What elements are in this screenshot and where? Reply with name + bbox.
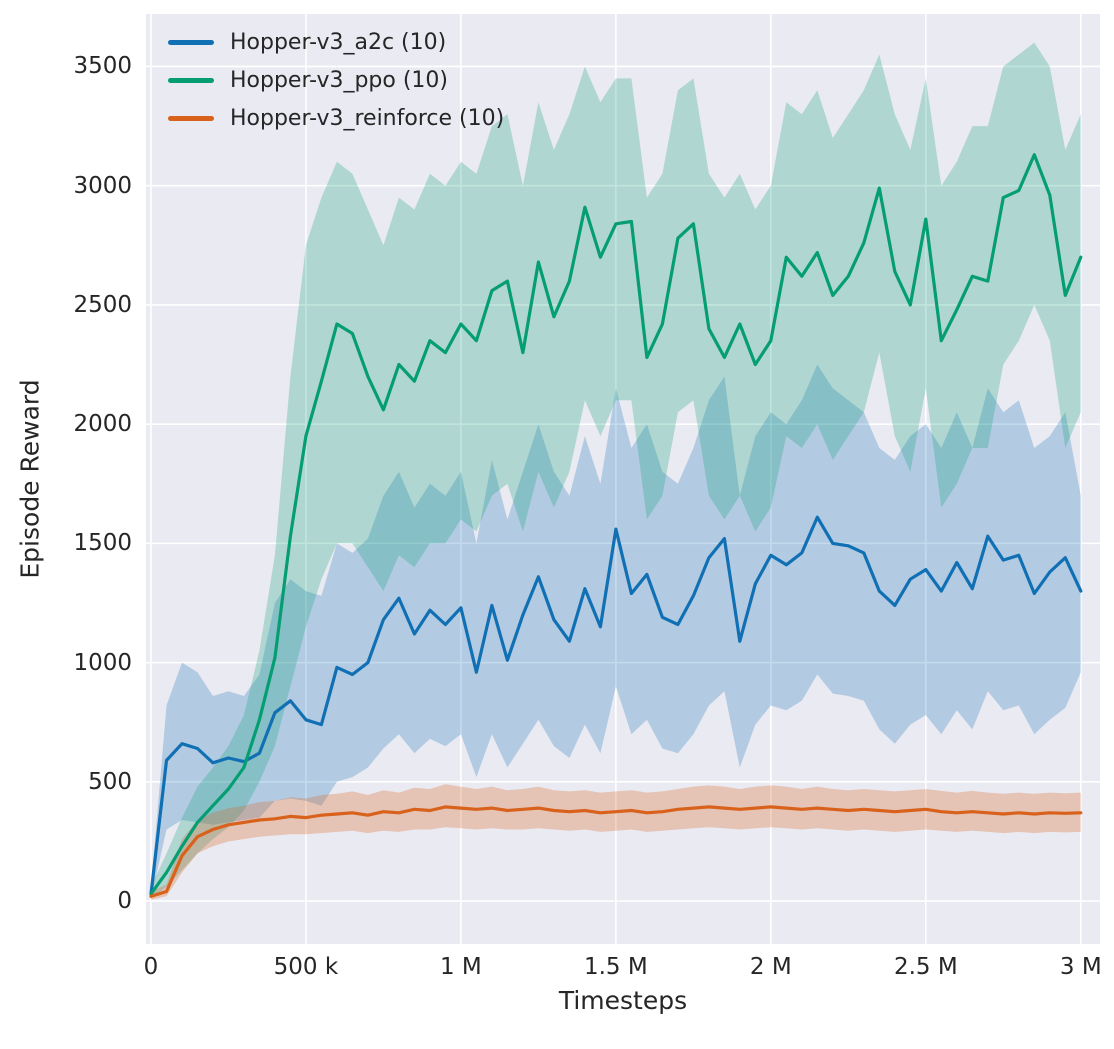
legend-label-reinforce: Hopper-v3_reinforce (10) [230,105,505,131]
plot-background [146,14,1100,944]
a2c-line [149,515,1083,896]
y-tick-label: 3000 [73,172,132,199]
x-tick-label: 0 [143,954,159,980]
y-tick-label: 1000 [73,649,132,676]
ppo-line [149,153,1083,896]
reinforce-line-swatch [168,115,214,121]
a2c-band [151,364,1081,899]
y-tick-label: 2000 [73,411,132,438]
x-tick-label: 1.5 M [583,954,648,980]
legend: Hopper-v3_a2c (10) Hopper-v3_ppo (10) Ho… [168,28,504,132]
y-tick-label: 2500 [73,291,132,318]
x-tick-label: 3 M [1059,954,1102,980]
x-tick-label: 2.5 M [893,954,958,980]
y-axis-label: Episode Reward [15,379,45,579]
y-tick-label: 1500 [73,530,132,557]
x-tick-label: 1 M [439,954,482,980]
y-tick-label: 3500 [73,53,132,80]
legend-item-ppo: Hopper-v3_ppo (10) [168,66,504,94]
a2c-line-swatch [168,39,214,45]
reinforce-line [149,805,1083,898]
legend-label-a2c: Hopper-v3_a2c (10) [230,29,447,55]
ppo-band [151,42,1081,899]
legend-item-reinforce: Hopper-v3_reinforce (10) [168,104,504,132]
y-tick-label: 500 [88,768,132,795]
ppo-line-swatch [168,77,214,83]
legend-item-a2c: Hopper-v3_a2c (10) [168,28,504,56]
legend-label-ppo: Hopper-v3_ppo (10) [230,67,449,93]
x-tick-label: 500 k [273,954,339,980]
x-tick-label: 2 M [749,954,792,980]
x-axis-label: Timesteps [558,986,688,1015]
y-tick-label: 0 [117,888,132,915]
